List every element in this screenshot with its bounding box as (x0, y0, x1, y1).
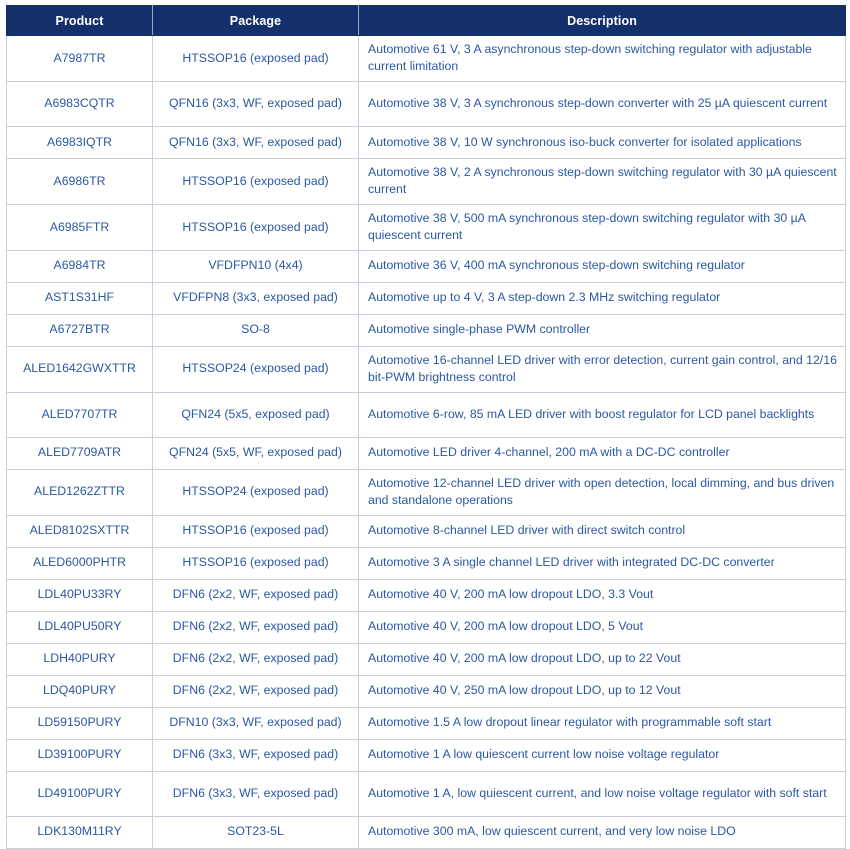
cell-description: Automotive 36 V, 400 mA synchronous step… (358, 249, 846, 283)
cell-description: Automotive 16-channel LED driver with er… (358, 345, 846, 393)
cell-product: ALED7707TR (6, 391, 153, 438)
table-row: A6983CQTR QFN16 (3x3, WF, exposed pad) Aut… (6, 80, 846, 127)
column-header-package: Package (152, 5, 359, 36)
cell-product: A6986TR (6, 157, 153, 205)
cell-package: HTSSOP16 (exposed pad) (152, 157, 359, 205)
cell-package: VFDFPN10 (4x4) (152, 249, 359, 283)
cell-product: LDK130M11RY (6, 815, 153, 849)
cell-description: Automotive 1 A low quiescent current low… (358, 738, 846, 772)
table-row: LDK130M11RY SOT23-5L Automotive 300 mA, lo… (6, 815, 846, 849)
cell-description: Automotive 61 V, 3 A asynchronous step-d… (358, 35, 846, 82)
cell-package: DFN6 (3x3, WF, exposed pad) (152, 770, 359, 817)
cell-package: SO-8 (152, 313, 359, 347)
cell-product: A6727BTR (6, 313, 153, 347)
cell-description: Automotive 6-row, 85 mA LED driver with … (358, 391, 846, 438)
cell-product: LDL40PU50RY (6, 610, 153, 644)
table-header-row: Product Package Description (6, 5, 846, 36)
table-row: ALED8102SXTTR HTSSOP16 (exposed pad) Autom… (6, 514, 846, 548)
table-body: A7987TR HTSSOP16 (exposed pad) Automotive … (6, 35, 846, 849)
cell-product: LD59150PURY (6, 706, 153, 740)
table-row: A6727BTR SO-8 Automotive single-phase PWM … (6, 313, 846, 347)
column-header-product: Product (6, 5, 153, 36)
table-row: ALED7709ATR QFN24 (5x5, WF, exposed pad) A… (6, 436, 846, 470)
table-row: LD49100PURY DFN6 (3x3, WF, exposed pad) Au… (6, 770, 846, 817)
cell-description: Automotive 8-channel LED driver with dir… (358, 514, 846, 548)
table-row: LDQ40PURY DFN6 (2x2, WF, exposed pad) Auto… (6, 674, 846, 708)
cell-description: Automotive up to 4 V, 3 A step-down 2.3 … (358, 281, 846, 315)
cell-description: Automotive 38 V, 10 W synchronous iso-bu… (358, 125, 846, 159)
table-row: A6983IQTR QFN16 (3x3, WF, exposed pad) Aut… (6, 125, 846, 159)
cell-product: LD49100PURY (6, 770, 153, 817)
table-row: A6984TR VFDFPN10 (4x4) Automotive 36 V, 40… (6, 249, 846, 283)
cell-product: ALED6000PHTR (6, 546, 153, 580)
cell-product: A7987TR (6, 35, 153, 82)
table-row: A6985FTR HTSSOP16 (exposed pad) Automotive… (6, 203, 846, 251)
cell-description: Automotive single-phase PWM controller (358, 313, 846, 347)
cell-product: A6983IQTR (6, 125, 153, 159)
cell-package: DFN6 (2x2, WF, exposed pad) (152, 578, 359, 612)
cell-package: HTSSOP16 (exposed pad) (152, 203, 359, 251)
cell-package: QFN16 (3x3, WF, exposed pad) (152, 80, 359, 127)
cell-product: ALED1262ZTTR (6, 468, 153, 516)
cell-product: LDH40PURY (6, 642, 153, 676)
cell-description: Automotive 1.5 A low dropout linear regu… (358, 706, 846, 740)
cell-product: LDQ40PURY (6, 674, 153, 708)
cell-description: Automotive 1 A, low quiescent current, a… (358, 770, 846, 817)
table-row: LDL40PU33RY DFN6 (2x2, WF, exposed pad) Au… (6, 578, 846, 612)
table-row: LD39100PURY DFN6 (3x3, WF, exposed pad) Au… (6, 738, 846, 772)
cell-package: DFN6 (3x3, WF, exposed pad) (152, 738, 359, 772)
cell-package: HTSSOP24 (exposed pad) (152, 468, 359, 516)
cell-description: Automotive LED driver 4-channel, 200 mA … (358, 436, 846, 470)
table-row: LDL40PU50RY DFN6 (2x2, WF, exposed pad) Au… (6, 610, 846, 644)
cell-description: Automotive 3 A single channel LED driver… (358, 546, 846, 580)
automotive-products-table: Product Package Description A7987TR HTSSO… (6, 5, 846, 849)
cell-package: HTSSOP16 (exposed pad) (152, 546, 359, 580)
table-row: ALED6000PHTR HTSSOP16 (exposed pad) Automo… (6, 546, 846, 580)
table-header: Product Package Description (6, 5, 846, 36)
cell-description: Automotive 40 V, 200 mA low dropout LDO,… (358, 642, 846, 676)
cell-package: VFDFPN8 (3x3, exposed pad) (152, 281, 359, 315)
table-row: LD59150PURY DFN10 (3x3, WF, exposed pad) A… (6, 706, 846, 740)
cell-package: HTSSOP24 (exposed pad) (152, 345, 359, 393)
table-row: ALED1262ZTTR HTSSOP24 (exposed pad) Automo… (6, 468, 846, 516)
table-row: LDH40PURY DFN6 (2x2, WF, exposed pad) Auto… (6, 642, 846, 676)
cell-description: Automotive 38 V, 3 A synchronous step-do… (358, 80, 846, 127)
table-row: AST1S31HF VFDFPN8 (3x3, exposed pad) Autom… (6, 281, 846, 315)
table-row: ALED1642GWXTTR HTSSOP24 (exposed pad) Auto… (6, 345, 846, 393)
cell-package: QFN16 (3x3, WF, exposed pad) (152, 125, 359, 159)
cell-product: A6985FTR (6, 203, 153, 251)
column-header-description: Description (358, 5, 846, 36)
cell-product: AST1S31HF (6, 281, 153, 315)
cell-product: LD39100PURY (6, 738, 153, 772)
cell-description: Automotive 40 V, 200 mA low dropout LDO,… (358, 610, 846, 644)
cell-product: ALED7709ATR (6, 436, 153, 470)
cell-product: LDL40PU33RY (6, 578, 153, 612)
cell-package: QFN24 (5x5, exposed pad) (152, 391, 359, 438)
cell-description: Automotive 38 V, 500 mA synchronous step… (358, 203, 846, 251)
cell-product: A6984TR (6, 249, 153, 283)
cell-product: A6983CQTR (6, 80, 153, 127)
table-row: A6986TR HTSSOP16 (exposed pad) Automotive … (6, 157, 846, 205)
cell-description: Automotive 40 V, 200 mA low dropout LDO,… (358, 578, 846, 612)
cell-package: QFN24 (5x5, WF, exposed pad) (152, 436, 359, 470)
cell-package: SOT23-5L (152, 815, 359, 849)
cell-package: DFN6 (2x2, WF, exposed pad) (152, 642, 359, 676)
cell-product: ALED1642GWXTTR (6, 345, 153, 393)
cell-package: HTSSOP16 (exposed pad) (152, 35, 359, 82)
cell-product: ALED8102SXTTR (6, 514, 153, 548)
cell-package: DFN10 (3x3, WF, exposed pad) (152, 706, 359, 740)
cell-package: HTSSOP16 (exposed pad) (152, 514, 359, 548)
cell-package: DFN6 (2x2, WF, exposed pad) (152, 674, 359, 708)
cell-description: Automotive 38 V, 2 A synchronous step-do… (358, 157, 846, 205)
cell-description: Automotive 40 V, 250 mA low dropout LDO,… (358, 674, 846, 708)
table-row: ALED7707TR QFN24 (5x5, exposed pad) Automo… (6, 391, 846, 438)
cell-description: Automotive 300 mA, low quiescent current… (358, 815, 846, 849)
cell-package: DFN6 (2x2, WF, exposed pad) (152, 610, 359, 644)
table-row: A7987TR HTSSOP16 (exposed pad) Automotive … (6, 35, 846, 82)
cell-description: Automotive 12-channel LED driver with op… (358, 468, 846, 516)
